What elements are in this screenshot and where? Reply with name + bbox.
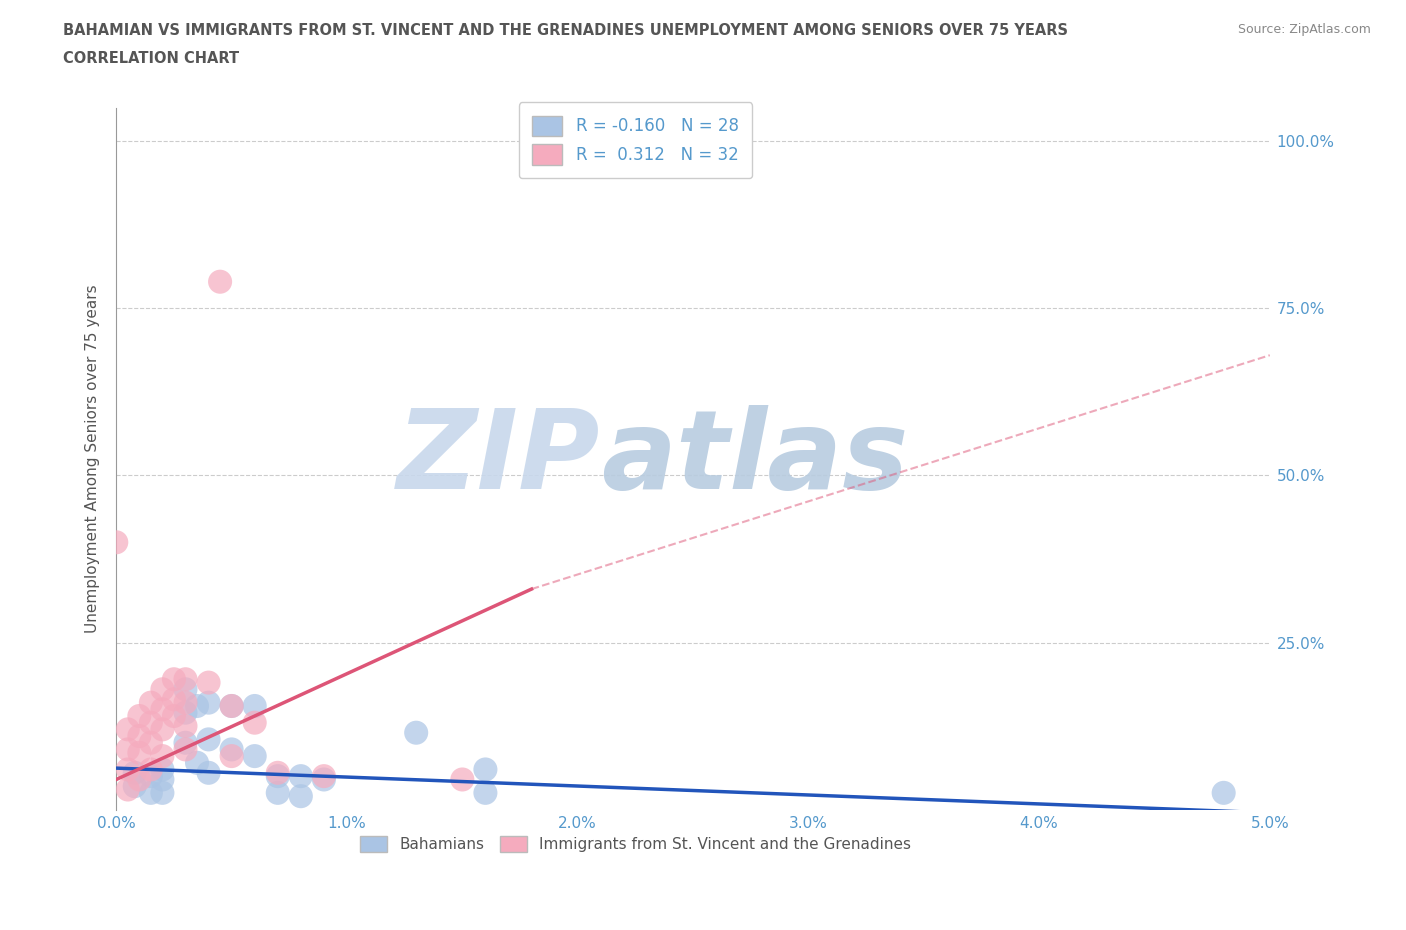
Text: Source: ZipAtlas.com: Source: ZipAtlas.com (1237, 23, 1371, 36)
Point (197, 675, 219, 690)
Point (267, 765, 290, 780)
Point (290, 769, 312, 784)
Point (128, 772, 150, 787)
Point (174, 736, 197, 751)
Point (209, 274, 232, 289)
Point (152, 682, 174, 697)
Point (163, 671, 186, 686)
Point (139, 696, 162, 711)
Point (117, 722, 139, 737)
Point (128, 745, 150, 760)
Point (221, 698, 243, 713)
Point (152, 786, 174, 801)
Point (197, 765, 219, 780)
Point (163, 692, 186, 707)
Point (174, 696, 197, 711)
Point (451, 772, 474, 787)
Point (152, 749, 174, 764)
Point (243, 749, 266, 764)
Point (174, 671, 197, 686)
Point (243, 698, 266, 713)
Point (267, 786, 290, 801)
Point (405, 725, 427, 740)
Point (152, 722, 174, 737)
Point (243, 715, 266, 730)
Point (163, 709, 186, 724)
Point (174, 682, 197, 697)
Point (139, 769, 162, 784)
Point (174, 719, 197, 734)
Point (290, 789, 312, 804)
Point (1212, 786, 1234, 801)
Point (174, 742, 197, 757)
Point (197, 696, 219, 711)
Text: BAHAMIAN VS IMMIGRANTS FROM ST. VINCENT AND THE GRENADINES UNEMPLOYMENT AMONG SE: BAHAMIAN VS IMMIGRANTS FROM ST. VINCENT … (63, 23, 1069, 38)
Point (174, 705, 197, 720)
Text: ZIP: ZIP (398, 405, 600, 512)
Text: atlas: atlas (600, 405, 908, 512)
Point (197, 732, 219, 747)
Point (139, 786, 162, 801)
Point (152, 702, 174, 717)
Point (128, 709, 150, 724)
Text: CORRELATION CHART: CORRELATION CHART (63, 51, 239, 66)
Point (312, 769, 335, 784)
Point (139, 762, 162, 777)
Point (139, 736, 162, 751)
Point (221, 698, 243, 713)
Point (186, 755, 208, 770)
Point (139, 715, 162, 730)
Point (105, 535, 128, 550)
Point (152, 762, 174, 777)
Point (186, 698, 208, 713)
Point (474, 786, 496, 801)
Point (117, 742, 139, 757)
Point (128, 728, 150, 743)
Point (124, 778, 146, 793)
Point (221, 749, 243, 764)
Point (267, 769, 290, 784)
Point (117, 782, 139, 797)
Point (117, 762, 139, 777)
Legend: Bahamians, Immigrants from St. Vincent and the Grenadines: Bahamians, Immigrants from St. Vincent a… (353, 830, 917, 858)
Point (221, 742, 243, 757)
Y-axis label: Unemployment Among Seniors over 75 years: Unemployment Among Seniors over 75 years (86, 285, 100, 633)
Point (152, 772, 174, 787)
Point (312, 772, 335, 787)
Point (124, 765, 146, 780)
Point (474, 762, 496, 777)
